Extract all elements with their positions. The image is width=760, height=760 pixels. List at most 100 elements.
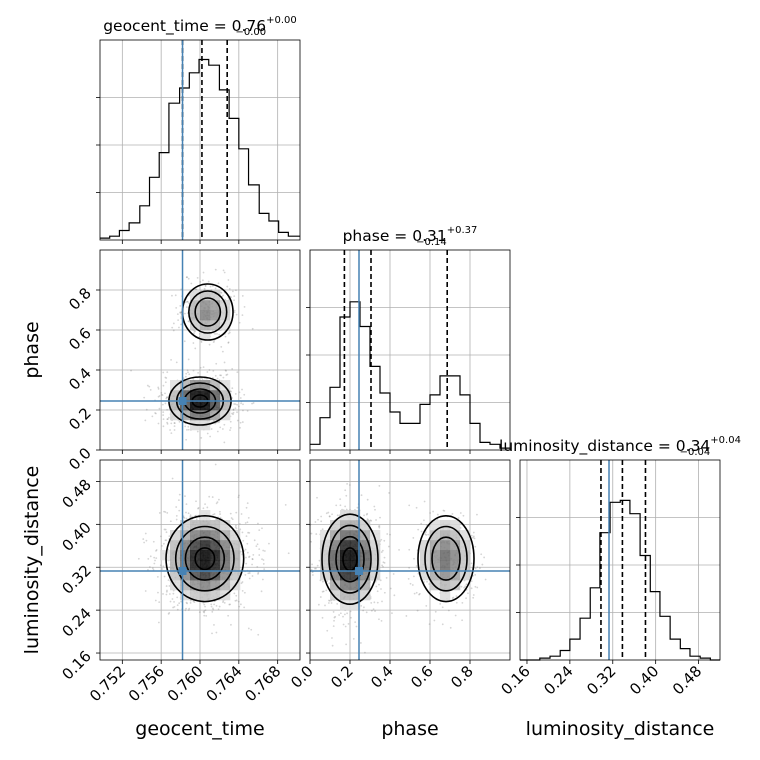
sample-point: [195, 288, 198, 291]
density-cell: [440, 530, 451, 541]
sample-point: [208, 495, 211, 498]
sample-point: [216, 501, 219, 504]
sample-point: [200, 341, 203, 343]
sample-point: [389, 533, 391, 536]
sample-point: [238, 391, 241, 394]
density-cell: [460, 560, 471, 571]
density-cell: [430, 550, 441, 561]
sample-point: [203, 611, 206, 614]
sample-point: [427, 533, 430, 536]
axes-frame: [309, 249, 511, 451]
y-tick-label: 0.48: [58, 476, 94, 512]
sample-point: [247, 627, 250, 630]
sample-point: [159, 564, 162, 567]
density-cell: [220, 390, 231, 401]
sample-point: [239, 421, 242, 424]
sample-point: [229, 420, 232, 423]
sample-point: [476, 586, 479, 589]
density-cell: [350, 600, 361, 611]
density-cell: [180, 380, 191, 391]
sample-point: [197, 506, 200, 509]
sample-point: [245, 506, 248, 509]
sample-point: [154, 599, 157, 602]
sample-point: [328, 599, 330, 602]
sample-point: [454, 614, 457, 617]
sample-point: [169, 429, 171, 431]
sample-point: [378, 618, 380, 621]
sample-point: [263, 568, 266, 570]
sample-point: [413, 575, 415, 578]
sample-point: [408, 504, 411, 507]
sample-point: [157, 386, 160, 389]
sample-point: [308, 529, 310, 531]
sample-point: [219, 374, 222, 377]
density-cell: [450, 560, 461, 571]
sample-point: [210, 428, 213, 430]
sample-point: [262, 563, 265, 565]
sample-point: [185, 511, 187, 514]
contour-level-3: [188, 290, 228, 334]
sample-point: [237, 600, 240, 603]
density-cell: [330, 540, 341, 551]
sample-point: [175, 514, 178, 517]
density-cell: [340, 600, 351, 611]
sample-point: [246, 410, 249, 412]
sample-point: [199, 366, 202, 369]
sample-point: [408, 566, 411, 569]
sample-point: [452, 596, 455, 599]
sample-point: [247, 531, 249, 534]
sample-point: [201, 279, 204, 282]
sample-point: [235, 313, 238, 316]
geocent-time-title: geocent_time = 0.76+0.00 −0.00: [103, 15, 297, 38]
sample-point: [483, 556, 486, 559]
sample-point: [383, 556, 386, 559]
sample-point: [409, 582, 412, 585]
sample-point: [227, 342, 230, 344]
sample-point: [331, 513, 333, 516]
sample-point: [180, 288, 183, 291]
sample-point: [239, 426, 241, 429]
sample-point: [411, 584, 414, 586]
sample-point: [381, 600, 383, 603]
density-cell: [340, 590, 351, 601]
sample-point: [169, 600, 172, 603]
density-cell: [200, 590, 211, 601]
sample-point: [346, 482, 349, 485]
sample-point: [241, 590, 244, 592]
sample-point: [244, 522, 247, 524]
sample-point: [189, 514, 192, 517]
sample-point: [185, 517, 188, 520]
sample-point: [210, 605, 213, 608]
sample-point: [224, 369, 227, 372]
sample-point: [366, 512, 369, 515]
sample-point: [208, 343, 211, 346]
sample-point: [154, 559, 156, 562]
y-tick-label: 0.8: [65, 284, 95, 314]
sample-point: [165, 397, 168, 400]
sample-point: [233, 311, 236, 314]
density-cell: [190, 300, 201, 311]
sample-point: [464, 585, 467, 588]
sample-point: [187, 277, 190, 280]
sample-point: [336, 514, 339, 517]
sample-point: [212, 341, 215, 343]
x-tick-label: 0.756: [125, 662, 168, 705]
sample-point: [246, 502, 249, 505]
sample-point: [162, 411, 165, 414]
sample-point: [166, 418, 169, 421]
density-cell: [210, 320, 221, 331]
sample-point: [220, 345, 223, 348]
density-cell: [440, 540, 451, 551]
sample-point: [234, 407, 237, 410]
density-cell: [180, 540, 191, 551]
sample-point: [176, 596, 179, 599]
density-cell: [350, 550, 361, 561]
sample-point: [145, 539, 148, 542]
sample-point: [162, 565, 165, 568]
sample-point: [153, 562, 156, 565]
sample-point: [461, 601, 464, 604]
y-tick-label: 0.40: [58, 518, 94, 554]
sample-point: [472, 596, 475, 599]
sample-point: [223, 601, 226, 604]
sample-point: [374, 508, 376, 511]
